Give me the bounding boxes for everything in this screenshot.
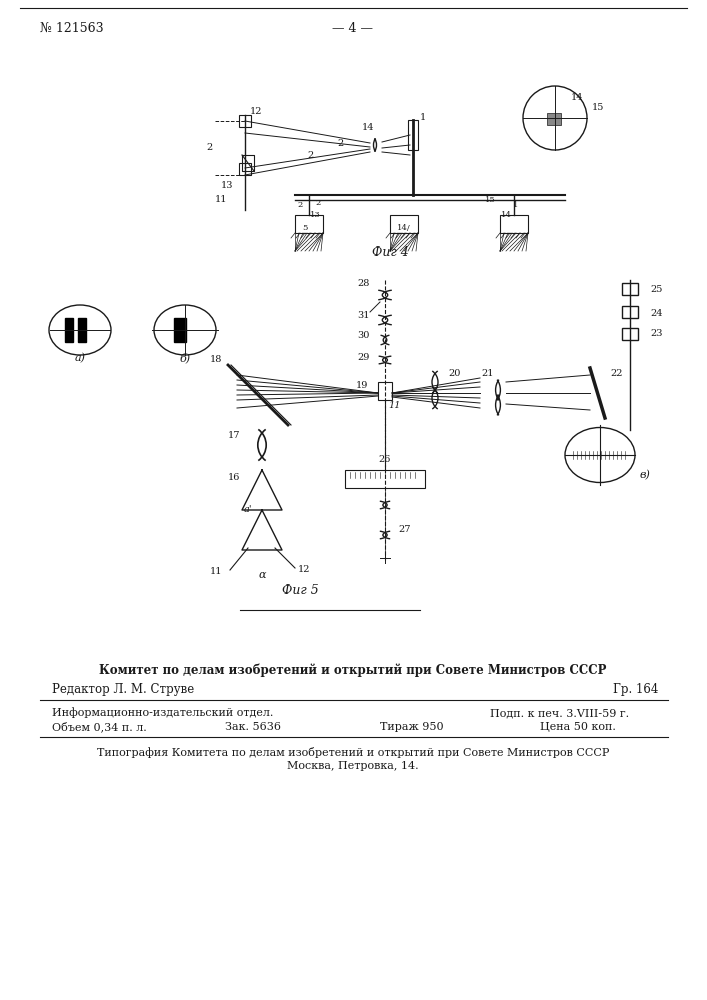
Text: 14/: 14/: [397, 224, 411, 232]
Text: б): б): [180, 353, 191, 363]
Bar: [174, 318, 186, 342]
Text: 25: 25: [650, 286, 662, 294]
Text: 24: 24: [650, 308, 662, 318]
Bar: [622, 306, 638, 318]
Text: 12: 12: [250, 107, 262, 116]
Text: 14: 14: [571, 93, 583, 102]
Text: Тираж 950: Тираж 950: [380, 722, 443, 732]
Text: 16: 16: [228, 474, 240, 483]
Text: Цена 50 коп.: Цена 50 коп.: [540, 722, 616, 732]
Text: 14: 14: [362, 123, 374, 132]
Text: 28: 28: [358, 278, 370, 288]
Text: а': а': [244, 506, 252, 514]
Bar: [239, 115, 251, 127]
Text: 1: 1: [420, 113, 426, 122]
Text: 17: 17: [228, 430, 240, 440]
Text: № 121563: № 121563: [40, 21, 104, 34]
Bar: [622, 283, 638, 295]
Text: 18: 18: [209, 356, 222, 364]
Bar: [622, 328, 638, 340]
Text: 20: 20: [448, 368, 460, 377]
Text: Типография Комитета по делам изобретений и открытий при Совете Министров СССР: Типография Комитета по делам изобретений…: [97, 746, 609, 758]
Text: α: α: [258, 570, 266, 580]
Text: 31: 31: [358, 310, 370, 320]
Text: Фиг 5: Фиг 5: [281, 584, 318, 596]
Text: Информационно-издательский отдел.: Информационно-издательский отдел.: [52, 708, 274, 718]
Text: а): а): [74, 353, 86, 363]
Text: 2: 2: [337, 138, 343, 147]
Text: Подп. к печ. 3.VIII-59 г.: Подп. к печ. 3.VIII-59 г.: [490, 708, 629, 718]
Bar: [390, 215, 418, 233]
Text: 2: 2: [307, 150, 313, 159]
Bar: [78, 318, 86, 342]
Text: 19: 19: [356, 380, 368, 389]
Text: Редактор Л. М. Струве: Редактор Л. М. Струве: [52, 684, 194, 696]
Text: Зак. 5636: Зак. 5636: [225, 722, 281, 732]
Text: 5: 5: [303, 224, 308, 232]
Text: 23: 23: [650, 330, 662, 338]
Text: Москва, Петровка, 14.: Москва, Петровка, 14.: [287, 761, 419, 771]
Bar: [408, 120, 418, 150]
Text: 11: 11: [209, 568, 222, 576]
Text: 15: 15: [484, 196, 496, 204]
Text: 22: 22: [610, 368, 622, 377]
Text: 2: 2: [298, 201, 303, 209]
Text: 13: 13: [221, 180, 233, 190]
Text: 1: 1: [513, 201, 519, 209]
Text: 2: 2: [206, 143, 213, 152]
Bar: [500, 215, 528, 233]
Text: Объем 0,34 п. л.: Объем 0,34 п. л.: [52, 722, 147, 732]
Bar: [345, 470, 425, 488]
Text: 2: 2: [315, 199, 321, 207]
Text: Гр. 164: Гр. 164: [613, 684, 658, 696]
Text: 11: 11: [214, 196, 227, 205]
Text: 15: 15: [592, 103, 604, 111]
Text: 30: 30: [358, 330, 370, 340]
Bar: [547, 113, 561, 125]
Text: 26: 26: [379, 456, 391, 464]
Text: 14: 14: [501, 211, 511, 219]
Bar: [65, 318, 73, 342]
Text: 21: 21: [481, 368, 494, 377]
Bar: [378, 382, 392, 400]
Text: 29: 29: [358, 353, 370, 361]
Text: Фиг 4: Фиг 4: [372, 245, 409, 258]
Bar: [239, 163, 251, 175]
Text: 13: 13: [310, 211, 320, 219]
Text: 11: 11: [388, 400, 400, 410]
Text: 27: 27: [398, 526, 411, 534]
Text: — 4 —: — 4 —: [332, 21, 373, 34]
Text: 12: 12: [298, 566, 310, 574]
Text: Комитет по делам изобретений и открытий при Совете Министров СССР: Комитет по делам изобретений и открытий …: [99, 663, 607, 677]
Text: в): в): [640, 470, 651, 480]
Bar: [295, 215, 323, 233]
